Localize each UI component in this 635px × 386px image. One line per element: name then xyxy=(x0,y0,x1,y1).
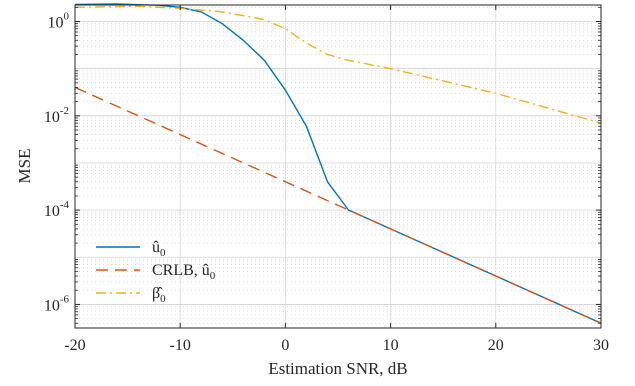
x-tick-label: -20 xyxy=(64,337,85,354)
tick-labels: -20 -10 0 10 20 30 100 10-2 10-4 10-6 xyxy=(44,11,609,354)
legend-label-0: û0 xyxy=(152,239,166,259)
x-tick-label: 10 xyxy=(383,337,399,354)
y-axis-title: MSE xyxy=(15,149,34,184)
x-tick-label: 30 xyxy=(593,337,609,354)
x-axis-title: Estimation SNR, dB xyxy=(268,359,407,378)
y-tick-label: 10-4 xyxy=(44,199,70,220)
x-tick-label: -10 xyxy=(170,337,191,354)
plot-background xyxy=(75,5,601,328)
ticks xyxy=(74,5,602,328)
legend-label-2: β̂0 xyxy=(152,285,166,305)
legend-label-1: CRLB, û0 xyxy=(152,262,216,282)
series-layer xyxy=(74,3,602,324)
series-line-2 xyxy=(74,5,602,124)
series-line-1 xyxy=(74,86,602,324)
y-tick-label: 10-6 xyxy=(44,293,70,314)
legend: û0 CRLB, û0 β̂0 xyxy=(96,239,216,305)
x-tick-label: 0 xyxy=(281,337,289,354)
y-tick-label: 100 xyxy=(48,11,70,32)
x-tick-label: 20 xyxy=(488,337,504,354)
plot-frame xyxy=(74,4,602,329)
y-tick-label: 10-2 xyxy=(44,105,69,126)
